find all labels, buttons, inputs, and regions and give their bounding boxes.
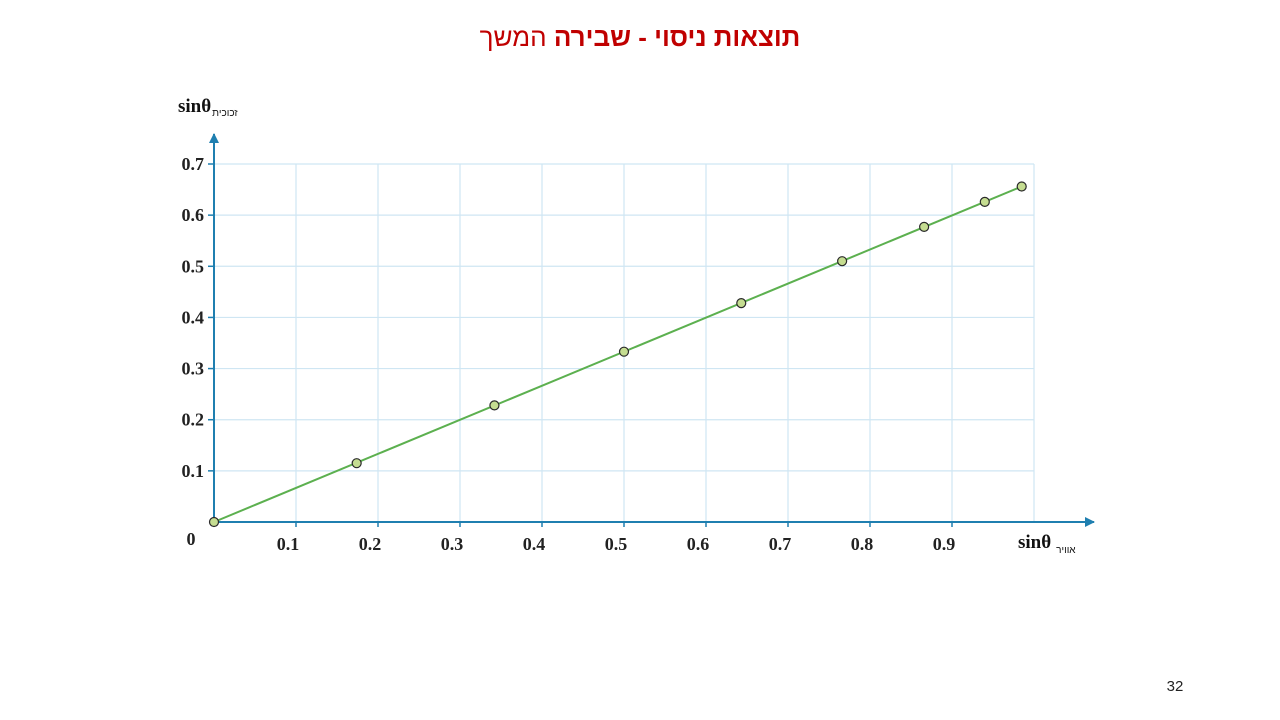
y-tick-label: 0.1 [182, 461, 205, 481]
y-tick-label: 0.4 [182, 307, 205, 327]
y-axis-label-main: sinθ [178, 96, 211, 117]
fit-line [213, 185, 1023, 523]
slide-title: תוצאות ניסוי - שבירה המשך [0, 22, 1280, 53]
data-point [208, 516, 220, 528]
axis-labels: sinθזכוכית sinθ אוויר 0 [178, 96, 1076, 556]
x-tick-label: 0.4 [523, 534, 546, 554]
x-tick-label: 0.5 [605, 534, 628, 554]
data-point [837, 256, 848, 267]
y-axis-label: sinθזכוכית [178, 96, 238, 119]
x-tick-label: 0.3 [441, 534, 464, 554]
data-point [618, 346, 630, 357]
axes [208, 133, 1095, 527]
data-point [351, 458, 362, 469]
data-point [919, 221, 930, 233]
y-tick-label: 0.2 [182, 410, 205, 430]
x-tick-label: 0.8 [851, 534, 874, 554]
x-axis-label: sinθ אוויר [1018, 532, 1076, 556]
y-tick-label: 0.7 [182, 154, 205, 174]
y-tick-label: 0.3 [182, 359, 205, 379]
page-number: 32 [1166, 678, 1184, 695]
x-tick-label: 0.7 [769, 534, 792, 554]
data-point [979, 196, 990, 207]
y-tick-label: 0.5 [182, 256, 205, 276]
y-tick-label: 0.6 [182, 205, 205, 225]
y-axis-label-sub: זכוכית [212, 108, 238, 119]
slide-title-continuation: המשך [479, 22, 547, 52]
data-point [1016, 181, 1027, 192]
x-tick-label: 0.2 [359, 534, 382, 554]
data-points [208, 181, 1027, 528]
x-tick-label: 0.1 [277, 534, 300, 554]
origin-label: 0 [187, 529, 196, 549]
data-point [736, 298, 747, 309]
tick-labels: 0.1 0.2 0.3 0.4 0.5 0.6 0.7 0.8 0.9 0.1 0.2 0.3 0.4 0… [182, 154, 956, 554]
slide-title-main: תוצאות ניסוי - שבירה [553, 22, 801, 52]
x-tick-label: 0.6 [687, 534, 710, 554]
grid [214, 163, 1035, 522]
x-axis-label-main: sinθ [1018, 532, 1051, 553]
fit-line-layer [213, 185, 1023, 523]
x-axis-label-sub: אוויר [1056, 545, 1076, 556]
data-point [489, 400, 500, 411]
x-tick-label: 0.9 [933, 534, 956, 554]
